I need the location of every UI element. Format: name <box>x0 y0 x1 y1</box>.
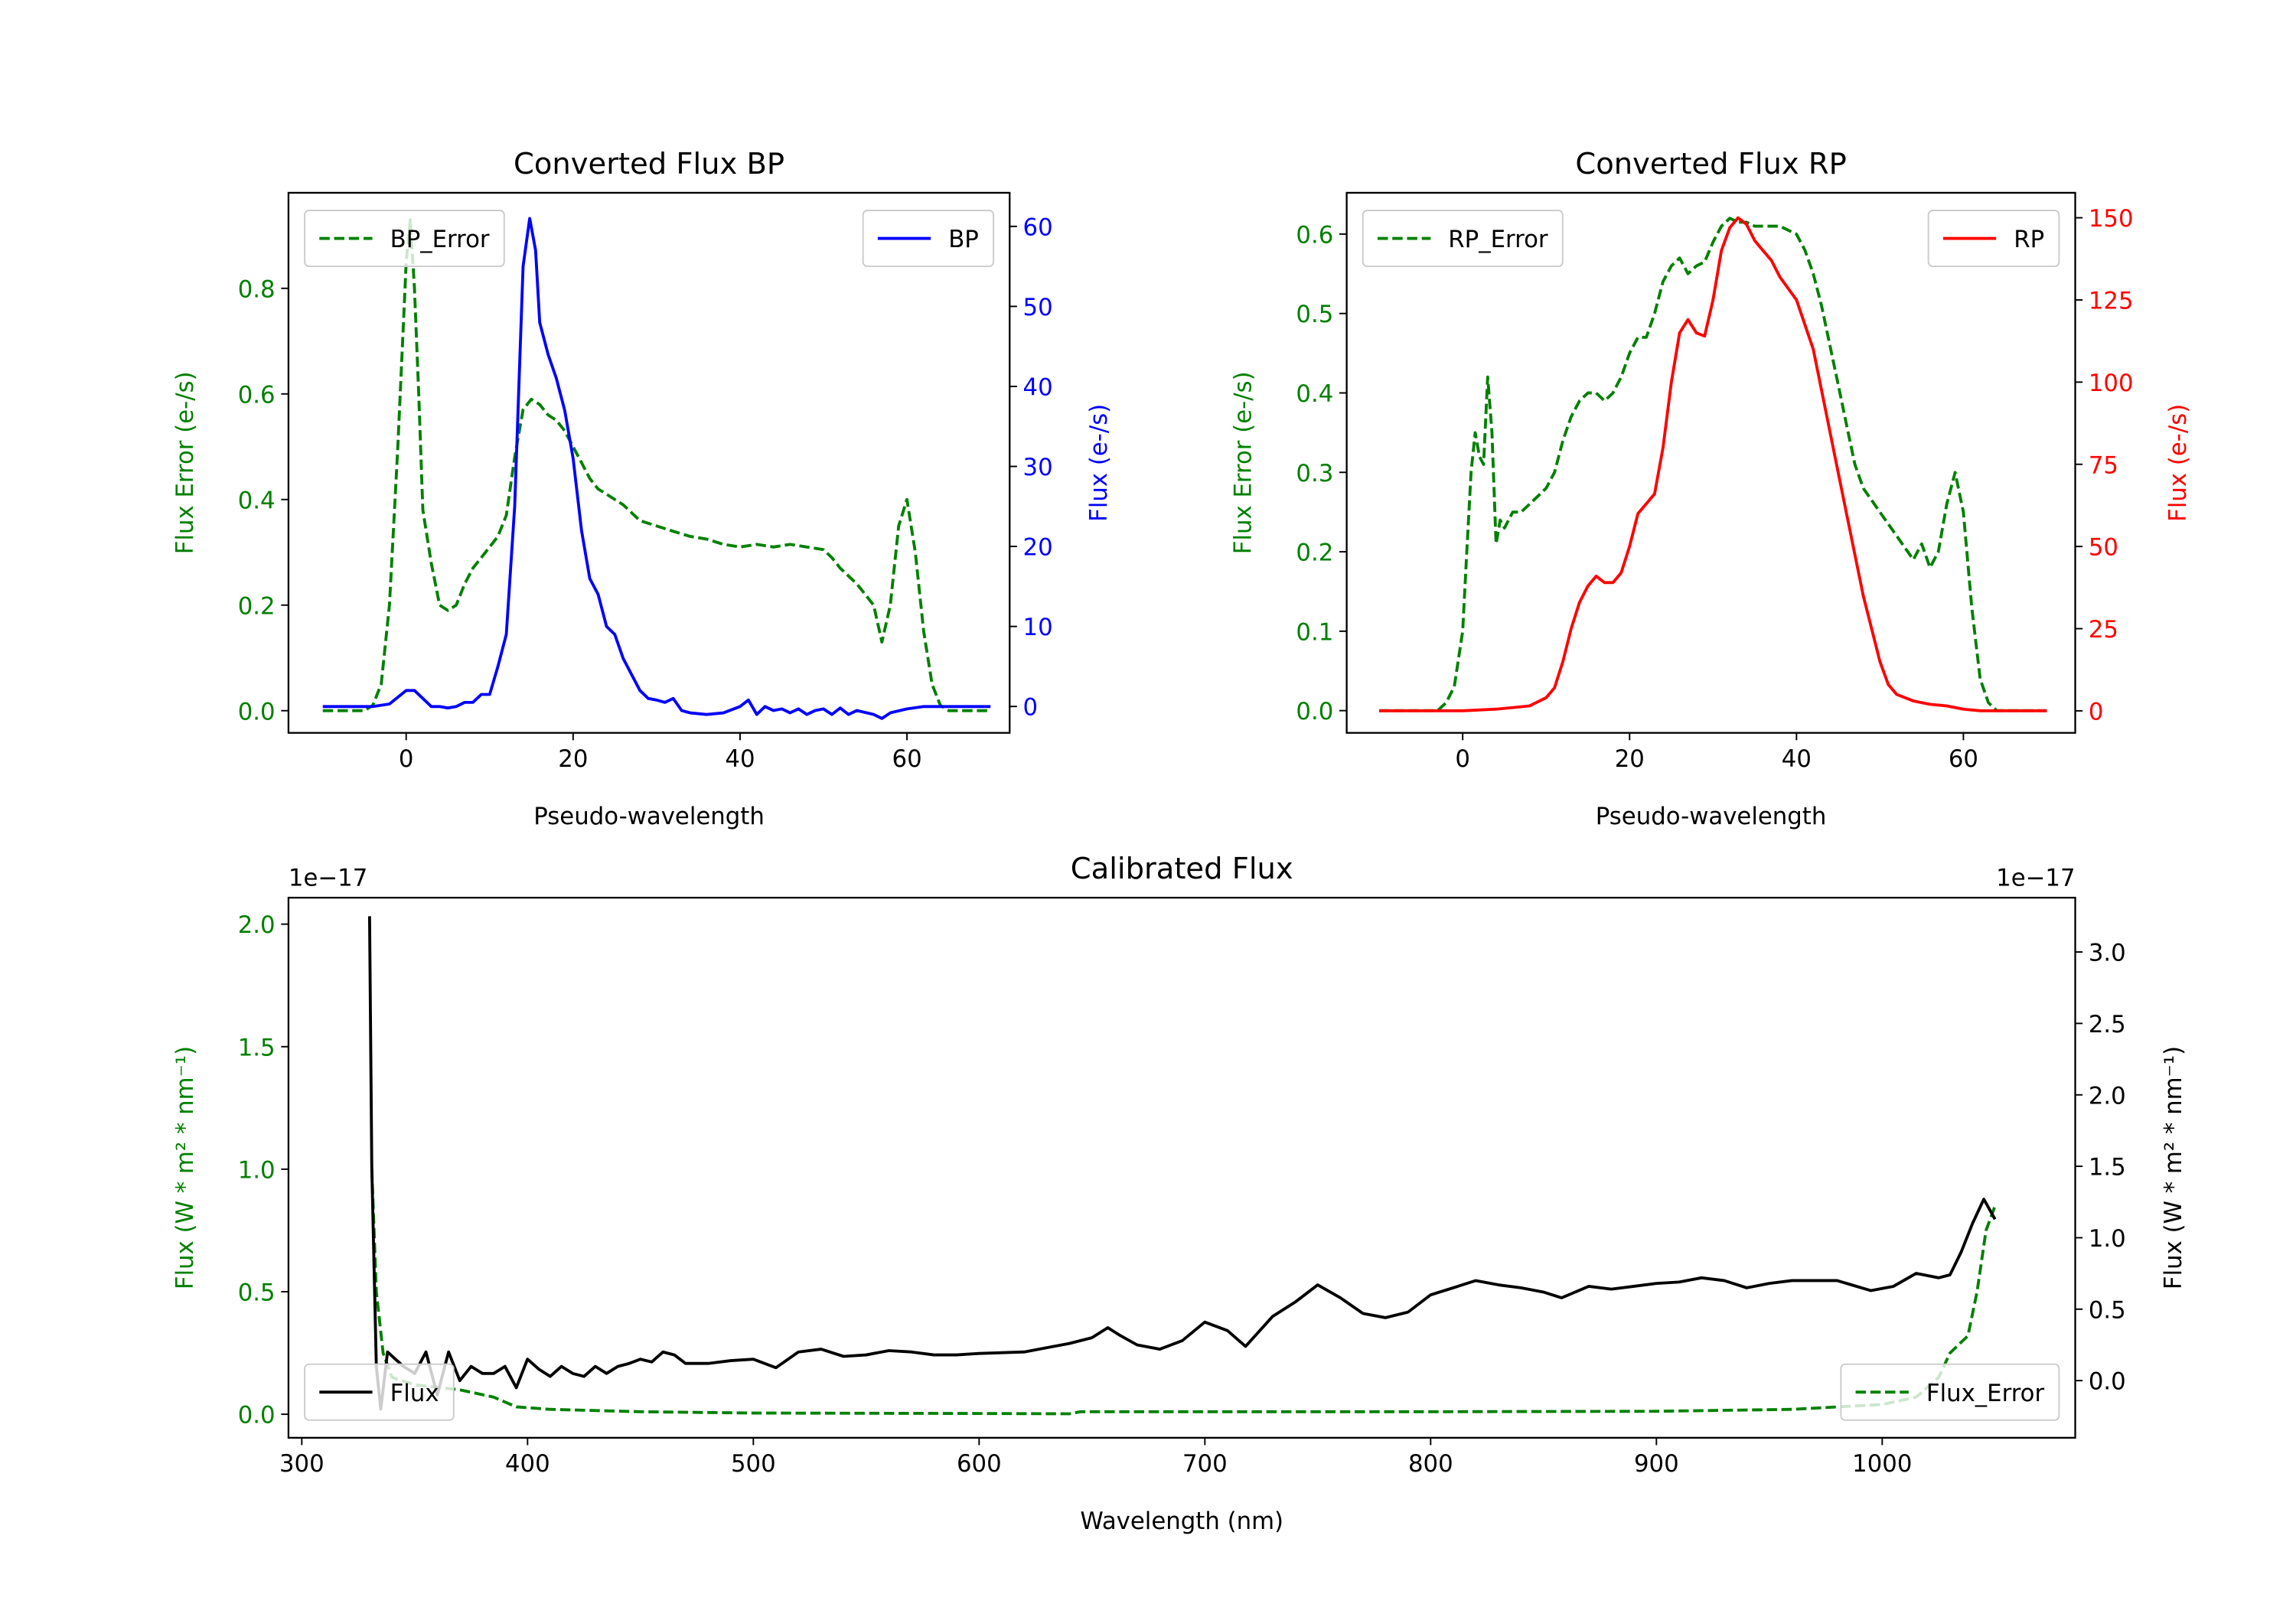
y-left-tick-label: 0.6 <box>1296 221 1333 249</box>
y-left-offset-text: 1e−17 <box>289 865 367 892</box>
x-tick-label: 20 <box>1615 745 1645 773</box>
x-tick-label: 40 <box>1782 745 1812 773</box>
legend-label: BP_Error <box>390 226 490 253</box>
series-line-rp <box>1379 216 2047 712</box>
chart-panel-2: 300 400 500 600 700 800 900 1000 0.0 0.5 1.0 1.5 2.0… <box>171 852 2187 1535</box>
legend-box <box>304 210 505 268</box>
y-right-tick-label: 150 <box>2089 205 2134 233</box>
legend-label: RP_Error <box>1448 226 1548 253</box>
legend-flux: Flux <box>304 1363 455 1421</box>
y-right-tick-label: 30 <box>1023 454 1053 481</box>
axes-frame <box>1345 191 2076 734</box>
y-right-tick-label: 50 <box>1023 294 1053 321</box>
x-tick-label: 400 <box>505 1450 550 1478</box>
legend-rp: RP <box>1927 210 2060 268</box>
x-tick-label: 500 <box>731 1450 776 1478</box>
y-left-tick-label: 0.6 <box>238 381 276 409</box>
x-tick-label: 40 <box>725 745 755 773</box>
axes-frame <box>287 896 2076 1439</box>
y-right-tick-label: 2.0 <box>2089 1082 2126 1110</box>
y-left-tick-label: 1.0 <box>238 1156 276 1184</box>
y-right-tick-label: 60 <box>1023 214 1053 241</box>
y-right-tick-label: 125 <box>2089 287 2134 315</box>
y-right-axis-label: Flux (e-/s) <box>1085 404 1113 522</box>
x-tick-label: 0 <box>399 745 414 773</box>
legend-box <box>1362 210 1564 268</box>
x-tick-label: 60 <box>1949 745 1978 773</box>
y-right-tick-label: 0.5 <box>2089 1296 2126 1324</box>
y-right-axis-label: Flux (e-/s) <box>2164 404 2192 522</box>
series-line-flux <box>367 916 1997 1411</box>
legend-flux-error: Flux_Error <box>1840 1363 2060 1421</box>
y-left-tick-label: 0.5 <box>1296 301 1333 328</box>
chart-panel-0: 0 20 40 60 0.0 0.2 0.4 0.6 0.8 0 10 20 30 40 50 60 Conve… <box>171 147 1113 830</box>
legend-label: BP <box>948 226 979 253</box>
y-left-tick-label: 0.3 <box>1296 460 1333 487</box>
y-left-tick-label: 0.0 <box>238 698 276 725</box>
y-right-tick-label: 1.5 <box>2089 1154 2126 1182</box>
series-group <box>322 217 991 720</box>
x-tick-label: 600 <box>957 1450 1002 1478</box>
series-line-bp-error <box>322 218 991 712</box>
y-right-axis-label: Flux (W * m² * nm⁻¹) <box>2160 1046 2187 1289</box>
y-left-tick-label: 2.0 <box>238 911 276 939</box>
legend-box <box>1840 1363 2060 1421</box>
chart-panel-1: 0 20 40 60 0.0 0.1 0.2 0.3 0.4 0.5 0.6 0 25 50 75 100 12… <box>1230 147 2192 830</box>
chart-title: Calibrated Flux <box>1071 852 1293 886</box>
x-tick-label: 800 <box>1408 1450 1453 1478</box>
y-left-axis-label: Flux Error (e-/s) <box>171 371 199 554</box>
y-right-tick-label: 0.0 <box>2089 1368 2126 1396</box>
y-right-tick-label: 25 <box>2089 616 2118 644</box>
y-right-tick-label: 40 <box>1023 373 1053 401</box>
legend-label: RP <box>2014 226 2044 253</box>
series-line-bp <box>322 217 991 720</box>
y-left-axis-label: Flux (W * m² * nm⁻¹) <box>171 1046 199 1289</box>
series-group <box>1379 216 2047 712</box>
y-right-tick-label: 100 <box>2089 370 2134 397</box>
y-left-tick-label: 0.2 <box>238 592 276 620</box>
y-left-tick-label: 0.4 <box>238 487 276 514</box>
y-right-tick-label: 50 <box>2089 534 2118 562</box>
y-right-tick-label: 3.0 <box>2089 940 2126 967</box>
y-right-offset-text: 1e−17 <box>1996 865 2075 892</box>
legend-bp-error: BP_Error <box>304 210 505 268</box>
y-left-axis-label: Flux Error (e-/s) <box>1230 371 1257 554</box>
y-right-tick-label: 0 <box>1023 694 1039 722</box>
x-axis-label: Wavelength (nm) <box>1080 1508 1283 1535</box>
y-right-tick-label: 20 <box>1023 534 1053 562</box>
y-right-tick-label: 75 <box>2089 451 2118 479</box>
legend-label: Flux_Error <box>1926 1380 2045 1407</box>
panels: 0 20 40 60 0.0 0.2 0.4 0.6 0.8 0 10 20 30 40 50 60 Conve… <box>171 147 2192 1535</box>
y-left-tick-label: 0.1 <box>1296 618 1333 646</box>
x-axis-label: Pseudo-wavelength <box>1596 803 1827 830</box>
x-tick-label: 700 <box>1182 1450 1228 1478</box>
x-axis-label: Pseudo-wavelength <box>533 803 765 830</box>
x-tick-label: 900 <box>1634 1450 1679 1478</box>
y-right-tick-label: 10 <box>1023 614 1053 641</box>
y-left-tick-label: 0.4 <box>1296 380 1333 408</box>
legend-label: Flux <box>390 1380 439 1407</box>
x-tick-label: 60 <box>892 745 922 773</box>
chart-title: Converted Flux RP <box>1575 147 1846 181</box>
y-left-tick-label: 0.2 <box>1296 539 1333 567</box>
axes-frame <box>287 191 1011 734</box>
y-right-tick-label: 0 <box>2089 698 2104 725</box>
series-line-rp-error <box>1379 217 2047 712</box>
y-left-tick-label: 1.5 <box>238 1034 276 1061</box>
x-tick-label: 1000 <box>1852 1450 1912 1478</box>
legend-bp: BP <box>862 210 995 268</box>
x-tick-label: 300 <box>279 1450 325 1478</box>
y-right-tick-label: 2.5 <box>2089 1011 2126 1038</box>
legend-rp-error: RP_Error <box>1362 210 1564 268</box>
y-left-tick-label: 0.0 <box>238 1402 276 1429</box>
y-left-tick-label: 0.5 <box>238 1279 276 1307</box>
x-tick-label: 20 <box>558 745 588 773</box>
y-left-tick-label: 0.0 <box>1296 698 1333 725</box>
chart-title: Converted Flux BP <box>514 147 784 181</box>
x-tick-label: 0 <box>1455 745 1470 773</box>
legend-box <box>304 1363 455 1421</box>
y-left-tick-label: 0.8 <box>238 275 276 303</box>
y-right-tick-label: 1.0 <box>2089 1225 2126 1253</box>
